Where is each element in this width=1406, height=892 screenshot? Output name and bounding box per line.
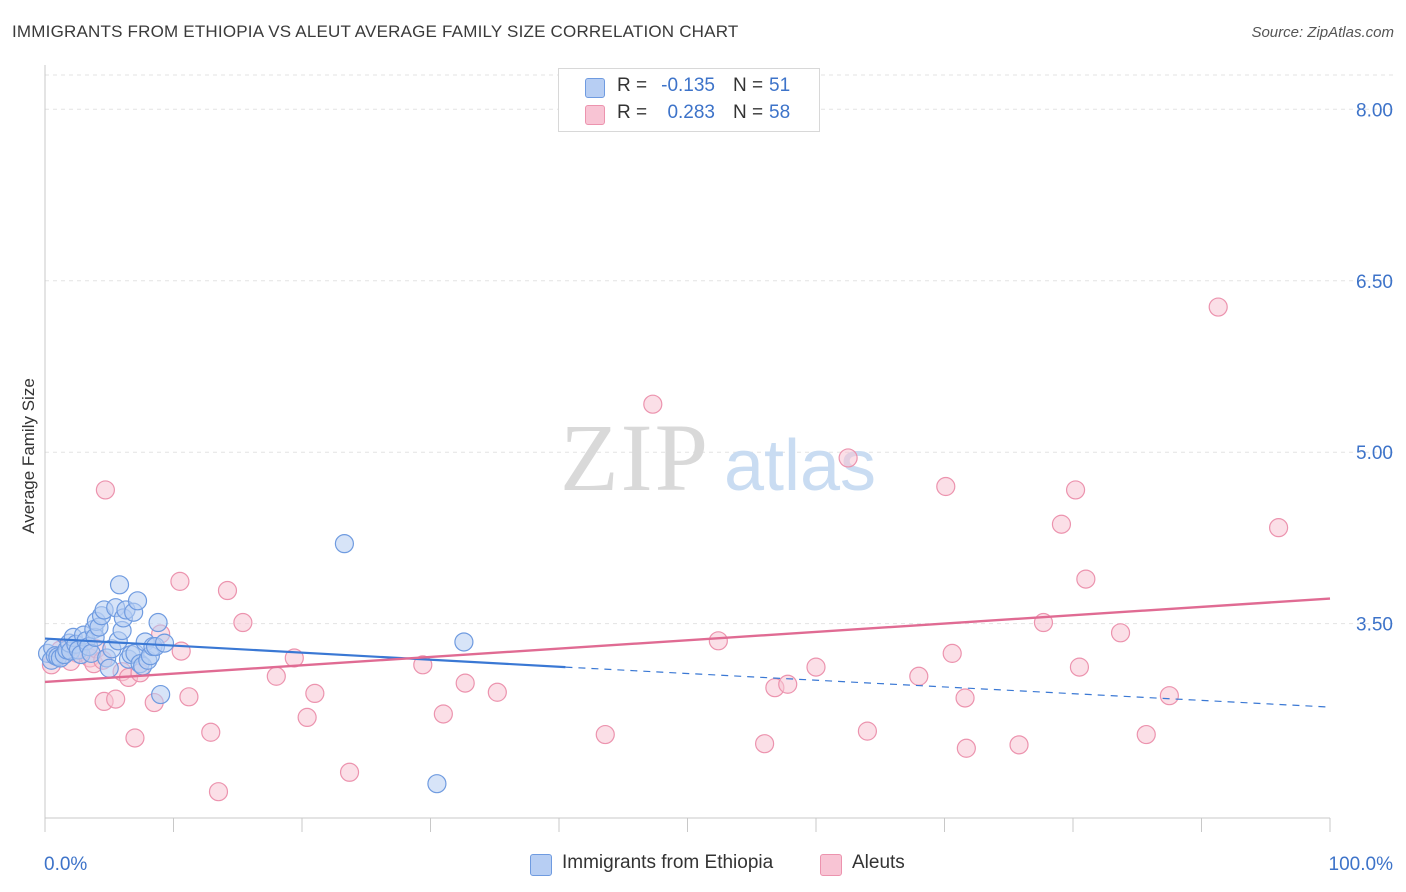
legend-row-ethiopia: R = -0.135 N = 51 [559,75,819,99]
correlation-legend: R = -0.135 N = 51 R = 0.283 N = 58 [558,68,820,132]
aleuts-point [1110,623,1131,643]
aleuts-point [179,687,199,707]
aleuts-point [170,571,190,591]
aleuts-point [125,728,145,748]
aleuts-point [305,683,325,704]
legend-n-label: N = [733,102,764,123]
aleuts-point [936,476,956,497]
legend-r-label: R = [617,75,648,96]
y-tick-label: 8.00 [1356,100,1393,121]
aleuts-point [1009,735,1029,755]
legend-r-value: 0.283 [667,102,715,123]
legend-swatch-ethiopia [530,854,552,876]
aleuts-point [1069,657,1090,677]
legend-swatch-aleuts [585,105,605,125]
y-tick-label: 3.50 [1356,615,1393,636]
axes [44,65,1331,832]
ethiopia-point [127,591,148,611]
x-tick-labels: 0.0% 100.0% [44,854,1393,875]
ethiopia-point [154,633,175,653]
y-axis-label: Average Family Size [19,378,38,534]
aleuts-point [487,682,507,702]
ethiopia-point [334,534,355,554]
aleuts-point [1076,569,1096,589]
ethiopia-point [109,575,130,595]
x-tick-label: 100.0% [1329,854,1394,875]
aleuts-point [754,734,775,754]
source-label: Source: ZipAtlas.com [1251,24,1394,41]
aleuts-point [1268,518,1289,538]
aleuts-point [1065,480,1086,500]
legend-swatch-aleuts [820,854,842,876]
trendlines [44,597,1331,708]
ethiopia-point [427,774,447,794]
aleuts-point [1159,686,1179,706]
aleuts-point [806,657,826,677]
gridlines [45,74,1395,625]
aleuts-point [208,782,229,802]
aleuts-point [201,722,221,742]
watermark: ZIP atlas [560,404,876,511]
aleuts-point [942,643,962,663]
x-tick-label: 0.0% [44,854,87,875]
legend-n-value: 51 [769,75,791,96]
ethiopia-point [454,632,474,652]
ethiopia-point [99,658,119,678]
aleuts-point [339,762,360,782]
aleuts-point [266,666,286,686]
aleuts-point [643,394,663,414]
legend-r-label: R = [617,102,648,123]
legend-n-label: N = [733,75,764,96]
aleuts-point [297,707,317,728]
y-tick-labels: 3.50 5.00 6.50 8.00 [1356,100,1393,635]
aleuts-point [433,704,453,724]
aleuts-point [95,480,115,500]
legend-label-aleuts: Aleuts [852,852,905,873]
ethiopia-point [148,612,168,633]
ethiopia-point [151,684,171,705]
aleuts-point [708,631,728,651]
ethiopia-trendline-extension [565,666,1331,708]
aleuts-point [778,674,798,694]
aleuts-point [455,673,475,693]
aleuts-point [838,448,858,468]
watermark-zip: ZIP [560,404,710,511]
series-points [37,297,1289,802]
aleuts-point [956,738,976,758]
aleuts-point [955,688,975,708]
aleuts-point [106,689,126,709]
y-tick-label: 6.50 [1356,272,1393,293]
ethiopia-trendline [44,637,566,669]
legend-n-value: 58 [769,102,791,123]
aleuts-point [857,721,878,741]
aleuts-point [217,580,238,601]
y-tick-label: 5.00 [1356,443,1393,464]
legend-label-ethiopia: Immigrants from Ethiopia [562,852,774,873]
aleuts-point [1051,514,1072,534]
aleuts-point [595,724,615,745]
aleuts-point [1136,724,1156,745]
aleuts-point [909,666,929,686]
legend-r-value: -0.135 [661,75,715,96]
aleuts-point [233,612,253,633]
legend-row-aleuts: R = 0.283 N = 58 [559,102,819,126]
aleuts-trendline [44,597,1331,684]
legend-swatch-ethiopia [585,78,605,98]
chart-title: IMMIGRANTS FROM ETHIOPIA VS ALEUT AVERAG… [12,22,739,41]
aleuts-point [1208,297,1228,317]
